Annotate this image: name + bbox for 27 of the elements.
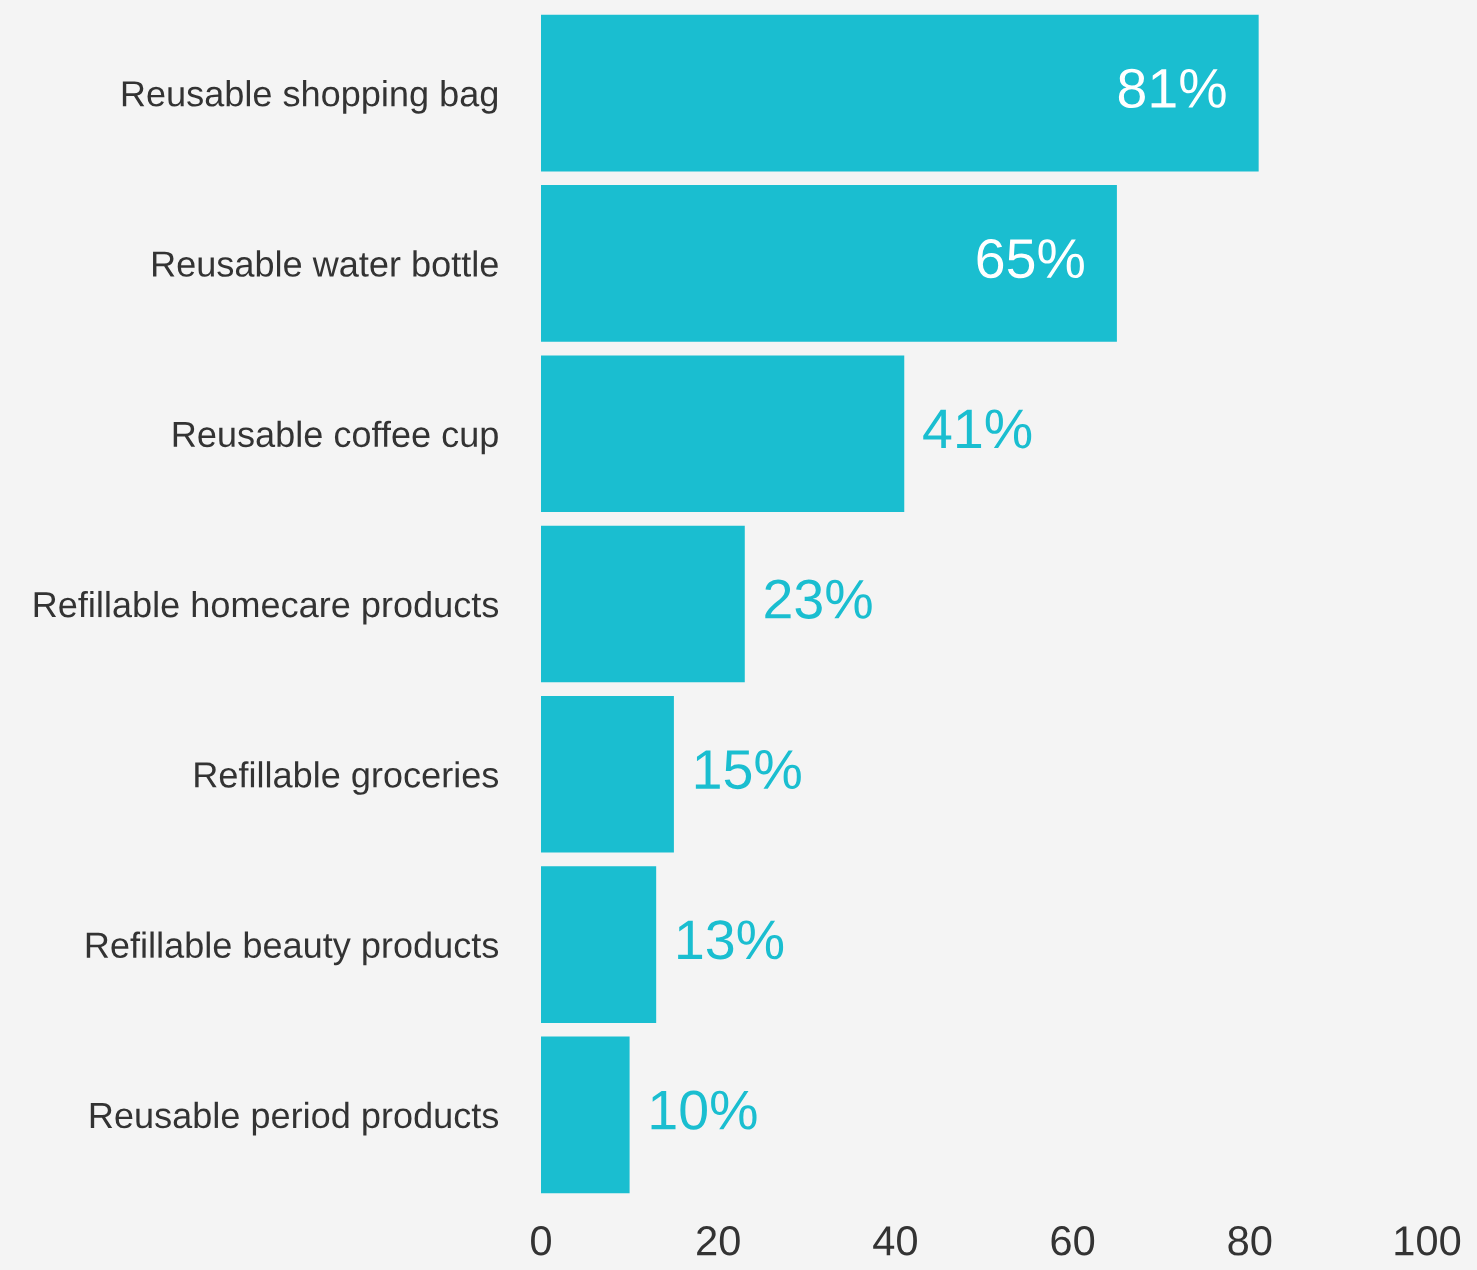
x-tick-label: 60 [1051, 1226, 1095, 1256]
data-label: 81% [1118, 68, 1226, 109]
y-tick-label: Refillable homecare products [34, 590, 499, 625]
bar [541, 355, 905, 513]
data-label: 15% [695, 750, 801, 790]
data-label: 10% [651, 1090, 757, 1130]
bar [541, 525, 745, 683]
x-tick-label: 100 [1395, 1226, 1461, 1256]
data-label: 41% [923, 409, 1032, 449]
bar [541, 866, 657, 1023]
y-tick-label: Reusable shopping bag [122, 80, 498, 114]
x-tick-label: 40 [873, 1226, 917, 1256]
bar [541, 14, 1259, 172]
y-tick-label: Reusable coffee cup [173, 420, 498, 455]
y-tick-label: Refillable groceries [195, 761, 499, 795]
data-label: 13% [678, 920, 784, 960]
bar [541, 185, 1117, 342]
x-tick-label: 80 [1228, 1226, 1272, 1256]
y-tick-label: Reusable water bottle [153, 250, 498, 277]
x-tick-label: 0 [531, 1226, 551, 1256]
y-tick-label: Reusable period products [90, 1101, 499, 1136]
data-label: 23% [765, 579, 872, 619]
bar [541, 695, 674, 853]
y-tick-label: Refillable beauty products [86, 931, 499, 966]
x-tick-label: 20 [697, 1226, 740, 1256]
data-label: 65% [977, 239, 1084, 279]
bar [541, 1036, 630, 1194]
